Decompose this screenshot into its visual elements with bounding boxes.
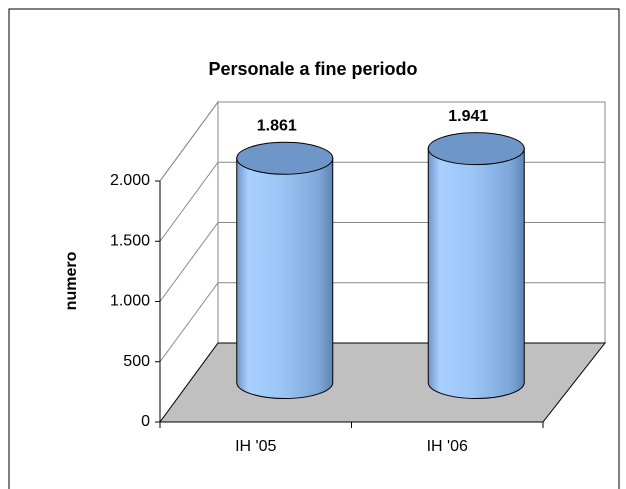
cylinder [427,148,525,399]
value-label: 1.861 [257,117,297,134]
frame [8,8,620,489]
x-tick-label: IH '05 [235,438,276,455]
y-axis-label: numero [63,251,80,310]
x-tick-label: IH '06 [427,438,468,455]
value-label: 1.941 [448,108,488,125]
y-tick-label: 1.000 [110,293,150,310]
cylinder-top [427,132,525,166]
cylinder-top [236,141,334,175]
y-tick-label: 2.000 [110,172,150,189]
y-tick-label: 1.500 [110,232,150,249]
floor [159,342,607,423]
y-tick-label: 0 [141,413,150,430]
cylinder [236,157,334,399]
y-tick-label: 500 [123,353,150,370]
grid-line [159,101,605,182]
chart-title: Personale a fine periodo [208,59,417,79]
